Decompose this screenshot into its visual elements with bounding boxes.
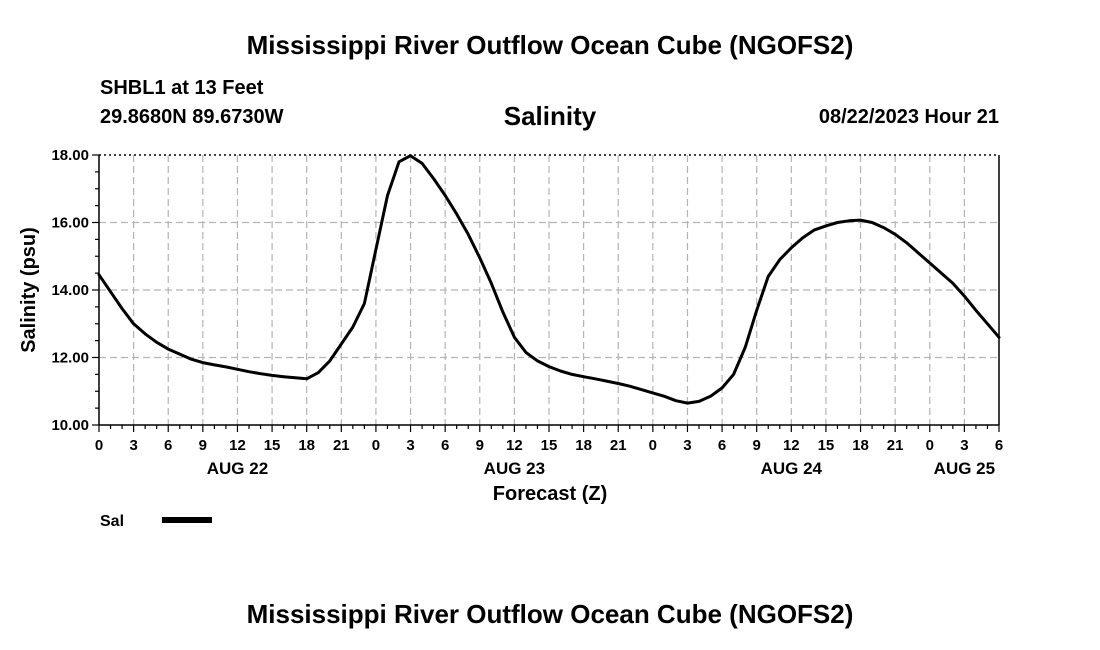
axes: [92, 154, 1000, 432]
x-tick-label: 21: [610, 437, 627, 454]
x-tick-label: 0: [649, 437, 657, 454]
series-line-sal: [97, 154, 1001, 405]
x-tick-label: 0: [95, 437, 103, 454]
x-tick-label: 6: [718, 437, 726, 454]
x-tick-label: 3: [406, 437, 414, 454]
x-tick-label: 12: [506, 437, 523, 454]
x-tick-label: 21: [333, 437, 350, 454]
x-tick-label: 18: [852, 437, 869, 454]
x-tick-label: 6: [441, 437, 449, 454]
report-title: Mississippi River Outflow Ocean Cube (NG…: [246, 30, 854, 60]
forecast-datetime: 08/22/2023 Hour 21: [818, 106, 999, 128]
date-label: AUG 24: [761, 459, 823, 478]
chart-title: Salinity: [503, 101, 597, 131]
x-tick-label: 3: [129, 437, 137, 454]
series-layer: [97, 154, 1001, 405]
x-tick-label: 15: [818, 437, 835, 454]
x-tick-label: 6: [995, 437, 1003, 454]
legend-label: Sal: [100, 513, 124, 530]
y-tick-label: 12.00: [51, 350, 89, 367]
footer-title: Mississippi River Outflow Ocean Cube (NG…: [246, 599, 854, 629]
x-tick-label: 9: [199, 437, 207, 454]
x-tick-label: 3: [683, 437, 691, 454]
x-tick-label: 0: [372, 437, 380, 454]
station-label: SHBL1 at 13 Feet: [100, 77, 264, 99]
x-tick-label: 18: [575, 437, 592, 454]
x-tick-label: 9: [753, 437, 761, 454]
x-tick-label: 6: [164, 437, 172, 454]
x-tick-label: 15: [264, 437, 281, 454]
y-tick-label: 14.00: [51, 282, 89, 299]
y-tick-label: 10.00: [51, 417, 89, 434]
y-axis-label: Salinity (psu): [18, 227, 40, 353]
x-tick-label: 9: [476, 437, 484, 454]
grid: [99, 154, 999, 425]
date-label: AUG 23: [484, 459, 545, 478]
x-tick-label: 3: [960, 437, 968, 454]
date-label: AUG 22: [207, 459, 268, 478]
station-coordinates: 29.8680N 89.6730W: [100, 106, 284, 128]
x-axis-label: Forecast (Z): [493, 483, 607, 505]
x-tick-label: 15: [541, 437, 558, 454]
x-tick-label: 12: [229, 437, 246, 454]
date-label: AUG 25: [934, 459, 995, 478]
tick-labels: 0 3 6 9 12 15 18 21 0 3 6 9 12 15 18 21 0 3 6 9 12 15 18 21 0 3 6 1…: [51, 147, 1003, 478]
x-tick-label: 21: [887, 437, 904, 454]
x-tick-label: 12: [783, 437, 800, 454]
x-tick-label: 0: [926, 437, 934, 454]
y-tick-label: 18.00: [51, 147, 89, 164]
x-tick-label: 18: [298, 437, 315, 454]
y-tick-label: 16.00: [51, 215, 89, 232]
